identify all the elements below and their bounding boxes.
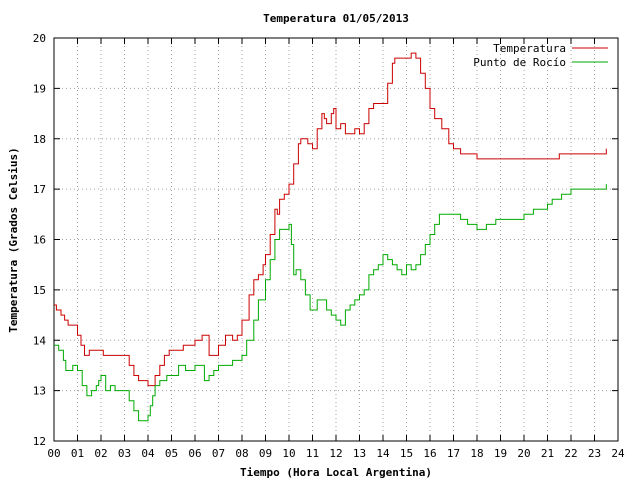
- axis-ticks: 00 01 02 03 04 05 06 07 08 09 10 11 12 13 14 15 16 17 18 19…: [33, 32, 625, 460]
- series-line-temperatura: [54, 52, 607, 387]
- chart-title: Temperatura 01/05/2013: [263, 12, 409, 25]
- x-tick-label: 20: [517, 447, 530, 460]
- x-tick-label: 02: [94, 447, 107, 460]
- x-tick-label: 10: [282, 447, 295, 460]
- y-tick-label: 14: [33, 334, 47, 347]
- x-tick-label: 00: [47, 447, 60, 460]
- series-lines: [54, 52, 607, 422]
- x-tick-label: 09: [259, 447, 272, 460]
- x-tick-label: 13: [353, 447, 366, 460]
- y-tick-label: 18: [33, 133, 46, 146]
- series-line-punto-de-rocio: [54, 184, 607, 422]
- y-tick-label: 13: [33, 385, 46, 398]
- y-tick-label: 15: [33, 284, 46, 297]
- x-tick-label: 15: [400, 447, 413, 460]
- x-tick-label: 23: [588, 447, 601, 460]
- x-axis-label: Tiempo (Hora Local Argentina): [240, 466, 432, 479]
- x-tick-label: 18: [470, 447, 483, 460]
- x-tick-label: 07: [212, 447, 225, 460]
- x-tick-label: 16: [423, 447, 436, 460]
- x-tick-label: 05: [165, 447, 178, 460]
- x-tick-label: 22: [564, 447, 577, 460]
- legend-label: Temperatura: [493, 42, 566, 55]
- x-tick-label: 03: [118, 447, 131, 460]
- y-tick-label: 20: [33, 32, 46, 45]
- legend-label: Punto de Rocío: [473, 56, 566, 69]
- x-tick-label: 04: [141, 447, 155, 460]
- x-tick-label: 01: [71, 447, 84, 460]
- x-tick-label: 12: [329, 447, 342, 460]
- x-tick-label: 06: [188, 447, 201, 460]
- y-axis-label: Temperatura (Grados Celsius): [7, 147, 20, 332]
- x-tick-label: 14: [376, 447, 390, 460]
- y-tick-label: 16: [33, 234, 46, 247]
- x-tick-label: 17: [447, 447, 460, 460]
- x-tick-label: 24: [611, 447, 625, 460]
- y-tick-label: 17: [33, 183, 46, 196]
- x-tick-label: 19: [494, 447, 507, 460]
- y-tick-label: 19: [33, 82, 46, 95]
- y-tick-label: 12: [33, 435, 46, 448]
- x-tick-label: 08: [235, 447, 248, 460]
- x-tick-label: 21: [541, 447, 554, 460]
- x-tick-label: 11: [306, 447, 319, 460]
